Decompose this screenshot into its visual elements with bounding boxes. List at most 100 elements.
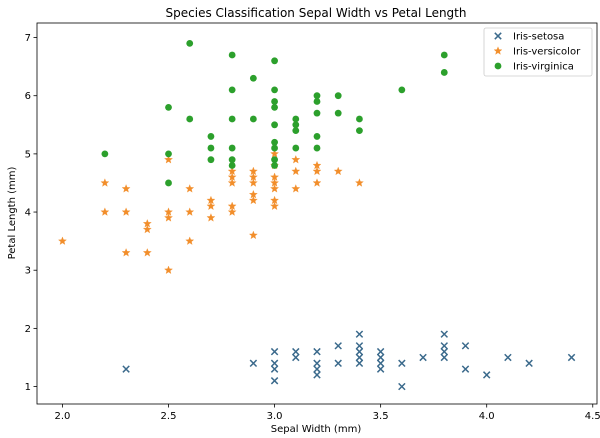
data-point: [313, 365, 321, 373]
data-point: [270, 201, 279, 210]
data-point: [164, 155, 173, 164]
data-point: [227, 201, 237, 210]
data-point: [164, 213, 173, 222]
data-point: [249, 115, 257, 123]
data-point: [206, 213, 216, 222]
data-point: [207, 133, 215, 140]
x-tick-label: 4.0: [479, 411, 495, 422]
data-point: [461, 365, 470, 373]
data-point: [185, 207, 195, 216]
data-point: [248, 166, 258, 176]
data-point: [504, 353, 512, 362]
series-iris-virginica: [101, 39, 448, 187]
data-point: [356, 115, 363, 123]
data-point: [313, 359, 321, 368]
chart-title: Species Classification Sepal Width vs Pe…: [166, 6, 467, 20]
data-point: [271, 98, 278, 105]
data-point: [376, 353, 385, 362]
data-point: [58, 236, 67, 245]
data-point: [165, 150, 172, 158]
data-point: [164, 207, 173, 216]
data-point: [206, 195, 216, 205]
data-point: [292, 121, 300, 129]
data-point: [292, 127, 300, 135]
y-tick-label: 2: [25, 324, 31, 335]
y-tick-label: 4: [25, 208, 31, 219]
data-point: [227, 172, 237, 181]
data-point: [398, 359, 406, 368]
data-point: [227, 207, 237, 216]
data-point: [228, 51, 236, 59]
data-point: [122, 365, 130, 373]
data-point: [333, 166, 343, 176]
data-point: [206, 201, 216, 210]
data-point: [292, 144, 300, 152]
data-point: [142, 224, 152, 234]
data-point: [440, 69, 448, 76]
data-point: [461, 342, 470, 350]
data-point: [482, 371, 491, 379]
data-point: [248, 189, 258, 199]
data-point: [291, 166, 301, 176]
data-point: [270, 365, 279, 373]
data-point: [376, 359, 385, 368]
data-point: [398, 86, 406, 94]
legend-marker: [493, 46, 503, 55]
data-point: [270, 172, 279, 181]
data-point: [271, 156, 278, 164]
data-point: [356, 127, 363, 135]
y-axis-ticks: 1 2 3 4 5 6 7: [25, 33, 37, 393]
x-tick-label: 3.0: [267, 411, 283, 422]
data-point: [270, 377, 279, 385]
data-point: [271, 121, 278, 129]
data-point: [440, 353, 449, 362]
data-point: [121, 184, 131, 193]
data-point: [525, 359, 533, 368]
data-point: [440, 342, 449, 350]
data-point: [271, 103, 278, 111]
data-point: [291, 184, 301, 193]
data-point: [567, 353, 576, 362]
data-point: [248, 178, 258, 187]
data-point: [101, 150, 109, 158]
data-point: [227, 178, 237, 187]
data-point: [312, 166, 322, 176]
data-point: [313, 144, 321, 152]
data-point: [270, 359, 279, 368]
legend-box: [483, 27, 593, 77]
data-point: [185, 236, 195, 245]
x-tick-label: 2.0: [55, 411, 71, 422]
y-tick-label: 7: [25, 33, 31, 44]
data-point: [355, 342, 364, 350]
series-iris-setosa: [122, 330, 576, 391]
data-point: [440, 347, 449, 356]
data-point: [271, 57, 278, 65]
data-point: [207, 144, 215, 152]
data-point: [312, 178, 322, 187]
data-point: [270, 178, 279, 187]
data-point: [249, 359, 258, 368]
data-point: [271, 144, 278, 152]
data-point: [186, 115, 194, 123]
data-point: [313, 92, 321, 100]
data-point: [334, 92, 342, 100]
legend-marker: [494, 62, 502, 70]
data-point: [100, 207, 110, 216]
data-point: [248, 230, 258, 240]
legend-label: Iris-versicolor: [513, 47, 581, 58]
data-point: [207, 156, 215, 164]
data-point: [165, 103, 172, 111]
data-point: [142, 248, 152, 257]
data-point: [291, 155, 301, 164]
data-point: [355, 330, 364, 338]
data-point: [334, 109, 342, 117]
data-point: [228, 144, 236, 152]
data-point: [249, 74, 257, 82]
legend-label: Iris-virginica: [513, 62, 574, 73]
x-axis-label: Sepal Width (mm): [271, 424, 362, 435]
legend-marker: [494, 32, 502, 40]
data-point: [313, 133, 321, 140]
data-point: [164, 265, 173, 274]
data-point: [292, 115, 300, 123]
